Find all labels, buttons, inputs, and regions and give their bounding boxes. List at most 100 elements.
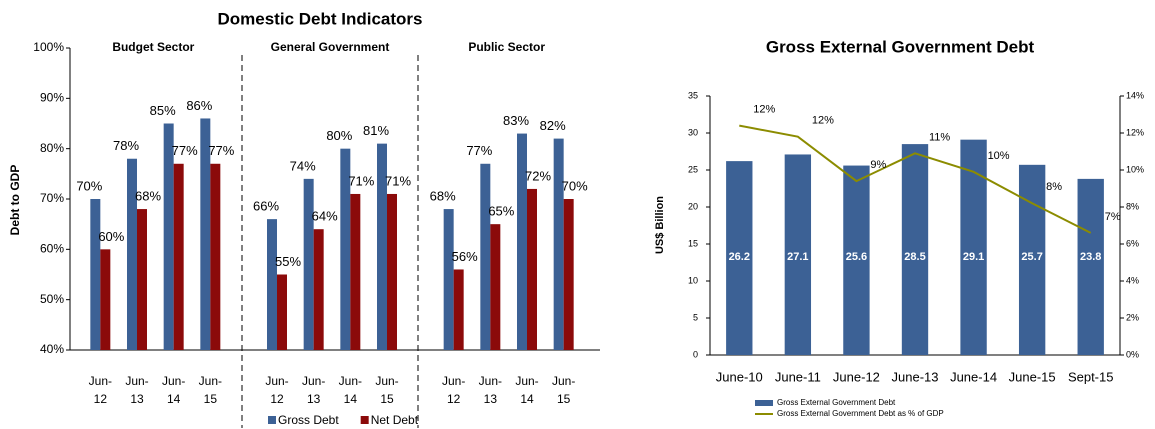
x-tick-label: Jun- 12 xyxy=(442,374,465,406)
chart-title: Gross External Government Debt xyxy=(766,37,1035,56)
bar xyxy=(1018,164,1046,355)
bar xyxy=(901,144,929,355)
bar xyxy=(443,209,454,350)
data-label: 82% xyxy=(540,118,566,133)
y2-tick-label: 10% xyxy=(1126,164,1144,174)
x-tick-label-line: Jun- xyxy=(339,374,362,388)
data-label: 29.1 xyxy=(963,251,984,263)
data-label: 86% xyxy=(186,98,212,113)
y-tick-label: 100% xyxy=(33,40,64,54)
bar xyxy=(313,229,324,350)
x-tick-label-line: Jun- xyxy=(302,374,325,388)
x-tick-label: Jun- 13 xyxy=(125,374,148,406)
x-tick-label: Jun- 15 xyxy=(375,374,398,406)
y-tick-label: 30 xyxy=(688,127,698,137)
data-label: 23.8 xyxy=(1080,251,1101,263)
y2-tick-label: 4% xyxy=(1126,275,1139,285)
data-label: 65% xyxy=(488,204,514,219)
x-tick-label: Jun- 12 xyxy=(89,374,112,406)
y-tick-label: 90% xyxy=(40,91,64,105)
bar xyxy=(210,163,221,350)
x-tick-label-line: Jun- xyxy=(199,374,222,388)
x-tick-label: Sept-15 xyxy=(1068,369,1114,384)
data-label: 68% xyxy=(430,189,456,204)
y2-tick-label: 6% xyxy=(1126,238,1139,248)
bar xyxy=(137,209,147,350)
x-tick-label-line: Jun- xyxy=(162,374,185,388)
data-label: 9% xyxy=(870,159,886,171)
y2-tick-label: 2% xyxy=(1126,312,1139,322)
bar xyxy=(100,249,111,350)
data-label: 25.7 xyxy=(1021,251,1042,263)
y2-tick-label: 12% xyxy=(1126,127,1144,137)
x-tick-label-line: 12 xyxy=(270,392,284,406)
data-label: 11% xyxy=(929,131,950,143)
line xyxy=(739,124,1092,234)
x-tick-label-line: Jun- xyxy=(515,374,538,388)
data-label: 72% xyxy=(525,168,551,183)
x-tick-label: Jun- 14 xyxy=(339,374,362,406)
data-label: 66% xyxy=(253,199,279,214)
x-tick-label-line: 15 xyxy=(380,392,394,406)
bar xyxy=(453,269,464,350)
x-tick-label-line: Jun- xyxy=(89,374,112,388)
x-tick-label: June-14 xyxy=(950,369,997,384)
y-tick-label: 20 xyxy=(688,201,698,211)
data-label: 27.1 xyxy=(787,251,808,263)
data-label: 12% xyxy=(812,115,834,127)
data-label: 26.2 xyxy=(729,251,750,263)
bar xyxy=(303,178,314,350)
x-tick-label: June-12 xyxy=(833,369,880,384)
y-axis-label: Debt to GDP xyxy=(8,165,22,236)
y2-tick-label: 8% xyxy=(1126,201,1139,211)
x-tick-label-line: 13 xyxy=(130,392,144,406)
x-tick-label-line: Jun- xyxy=(125,374,148,388)
data-label: 78% xyxy=(113,138,139,153)
x-tick-label: Jun- 13 xyxy=(302,374,325,406)
data-label: 25.6 xyxy=(846,251,867,263)
y-tick-label: 40% xyxy=(40,342,64,356)
group-label: Budget Sector xyxy=(112,40,194,54)
bar xyxy=(200,118,211,350)
x-tick-label: Jun- 14 xyxy=(162,374,185,406)
bar xyxy=(490,224,501,350)
x-tick-label: Jun- 15 xyxy=(552,374,575,406)
bar xyxy=(277,274,287,350)
y-tick-label: 0 xyxy=(693,349,698,359)
y-tick-label: 5 xyxy=(693,312,698,322)
bar xyxy=(527,188,537,350)
x-tick-label-line: 14 xyxy=(520,392,534,406)
bar xyxy=(387,193,397,350)
legend-swatch xyxy=(755,400,773,406)
data-label: 71% xyxy=(385,173,411,188)
y-tick-label: 60% xyxy=(40,242,64,256)
x-tick-label-line: Jun- xyxy=(552,374,575,388)
x-tick-label: June-15 xyxy=(1009,369,1056,384)
data-label: 77% xyxy=(172,143,198,158)
bar xyxy=(517,133,527,350)
x-tick-label-line: 14 xyxy=(344,392,358,406)
group-label: Public Sector xyxy=(468,40,545,54)
x-tick-label: Jun- 15 xyxy=(199,374,222,406)
data-label: 60% xyxy=(98,229,124,244)
y-tick-label: 15 xyxy=(688,238,698,248)
data-label: 70% xyxy=(76,178,102,193)
y2-tick-label: 0% xyxy=(1126,349,1139,359)
x-tick-label-line: 13 xyxy=(307,392,321,406)
data-label: 12% xyxy=(753,104,775,116)
bar xyxy=(377,143,387,350)
x-tick-label: June-11 xyxy=(775,369,821,384)
bar xyxy=(1077,178,1104,355)
legend-swatch xyxy=(268,416,276,424)
x-tick-label-line: 12 xyxy=(447,392,461,406)
data-label: 56% xyxy=(452,249,478,264)
x-tick-label: Jun- 13 xyxy=(479,374,502,406)
x-tick-label: Jun- 14 xyxy=(515,374,538,406)
y-axis-label: US$ Billion xyxy=(654,196,666,254)
x-tick-label-line: Jun- xyxy=(375,374,398,388)
y2-tick-label: 14% xyxy=(1126,90,1144,100)
x-tick-label-line: 13 xyxy=(484,392,498,406)
bar xyxy=(267,219,277,350)
x-tick-label-line: Jun- xyxy=(265,374,288,388)
data-label: 8% xyxy=(1046,181,1062,193)
